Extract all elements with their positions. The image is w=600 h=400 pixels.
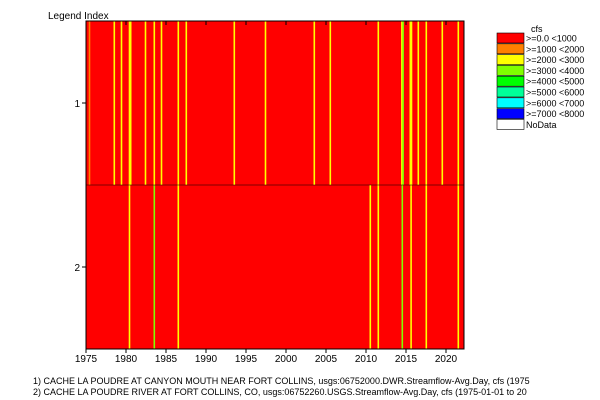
x-tick-label-1985: 1985 [155, 354, 178, 365]
legend-label-2: >=2000 <3000 [526, 55, 584, 65]
row-1-stripe-9 [185, 21, 188, 185]
legend-label-6: >=6000 <7000 [526, 98, 584, 108]
legend-swatch-8 [496, 119, 525, 130]
y-axis-row-labels: 12 [74, 99, 86, 274]
row-1-stripe-19 [417, 21, 420, 185]
row-1-stripe-21 [441, 21, 444, 185]
row-1-stripe-14 [377, 21, 380, 185]
footnote-series-2: 2) CACHE LA POUDRE RIVER AT FORT COLLINS… [33, 387, 527, 397]
legend-label-8: NoData [526, 120, 557, 130]
x-tick-label-2010: 2010 [355, 354, 378, 365]
legend-swatch-0 [496, 32, 525, 44]
row-1-stripe-3 [128, 21, 131, 185]
x-axis-ticks: 1975 1980 1985 1990 1995 2000 2005 2010 2015 2020 [75, 21, 458, 365]
row-label-2: 2 [74, 263, 80, 274]
row-2-stripe-7 [425, 185, 428, 349]
legend-swatch-3 [496, 65, 525, 76]
row-1-stripe-1 [113, 21, 116, 185]
row-1-base [86, 21, 464, 185]
legend-label-1: >=1000 <2000 [526, 44, 584, 54]
legend-swatch-5 [496, 86, 525, 98]
row-1-stripe-10 [233, 21, 236, 185]
x-tick-label-1975: 1975 [75, 354, 98, 365]
legend-title: cfs [531, 24, 543, 34]
row-1-stripe-7 [160, 21, 163, 185]
x-tick-label-1980: 1980 [115, 354, 138, 365]
legend-swatch-6 [496, 97, 525, 109]
legend-label-7: >=7000 <8000 [526, 109, 584, 119]
footnote-series-1: 1) CACHE LA POUDRE AT CANYON MOUTH NEAR … [33, 376, 530, 386]
x-tick-label-1990: 1990 [195, 354, 218, 365]
row-1-stripe-22 [457, 21, 460, 185]
x-tick-label-2005: 2005 [315, 354, 338, 365]
legend: cfs >=0.0 <1000>=1000 <2000>=2000 <3000>… [496, 24, 584, 130]
legend-swatch-2 [496, 54, 525, 65]
legend-swatch-7 [496, 108, 525, 119]
row-1-stripe-5 [144, 21, 147, 185]
row-1-stripe-15 [401, 21, 403, 185]
row-1-stripe-18 [410, 21, 413, 185]
row-1-stripe-6 [153, 21, 156, 185]
row-1-stripe-20 [425, 21, 428, 185]
row-1-stripe-17 [409, 21, 412, 185]
legend-swatch-1 [496, 43, 525, 55]
row-label-1: 1 [74, 99, 80, 110]
row-1-stripe-16 [402, 21, 404, 185]
row-2-stripe-0 [128, 185, 131, 349]
row-2-base [86, 185, 464, 349]
row-1-stripe-11 [264, 21, 267, 185]
row-1-stripe-4 [129, 21, 132, 185]
legend-label-4: >=4000 <5000 [526, 77, 584, 87]
row-2-stripe-4 [377, 185, 380, 349]
x-tick-label-2000: 2000 [275, 354, 298, 365]
x-tick-label-1995: 1995 [235, 354, 258, 365]
legend-label-3: >=3000 <4000 [526, 66, 584, 76]
row-2-stripe-3 [369, 185, 372, 349]
x-tick-label-2020: 2020 [435, 354, 458, 365]
plot-area [85, 20, 465, 350]
y-axis-label: Legend Index [48, 11, 109, 22]
legend-label-0: >=0.0 <1000 [526, 34, 577, 44]
legend-label-5: >=5000 <6000 [526, 88, 584, 98]
row-1-stripe-0 [88, 21, 91, 185]
row-1-stripe-12 [313, 21, 316, 185]
row-2-stripe-6 [410, 185, 412, 349]
row-1-stripe-8 [177, 21, 180, 185]
row-2-stripe-8 [457, 185, 460, 349]
row-1-stripe-2 [120, 21, 123, 185]
x-tick-label-2015: 2015 [395, 354, 418, 365]
row-2-stripe-2 [177, 185, 180, 349]
row-2-stripe-5 [401, 185, 404, 349]
legend-swatch-4 [496, 75, 525, 87]
row-1-stripe-13 [329, 21, 332, 185]
row-2-stripe-1 [153, 185, 156, 349]
